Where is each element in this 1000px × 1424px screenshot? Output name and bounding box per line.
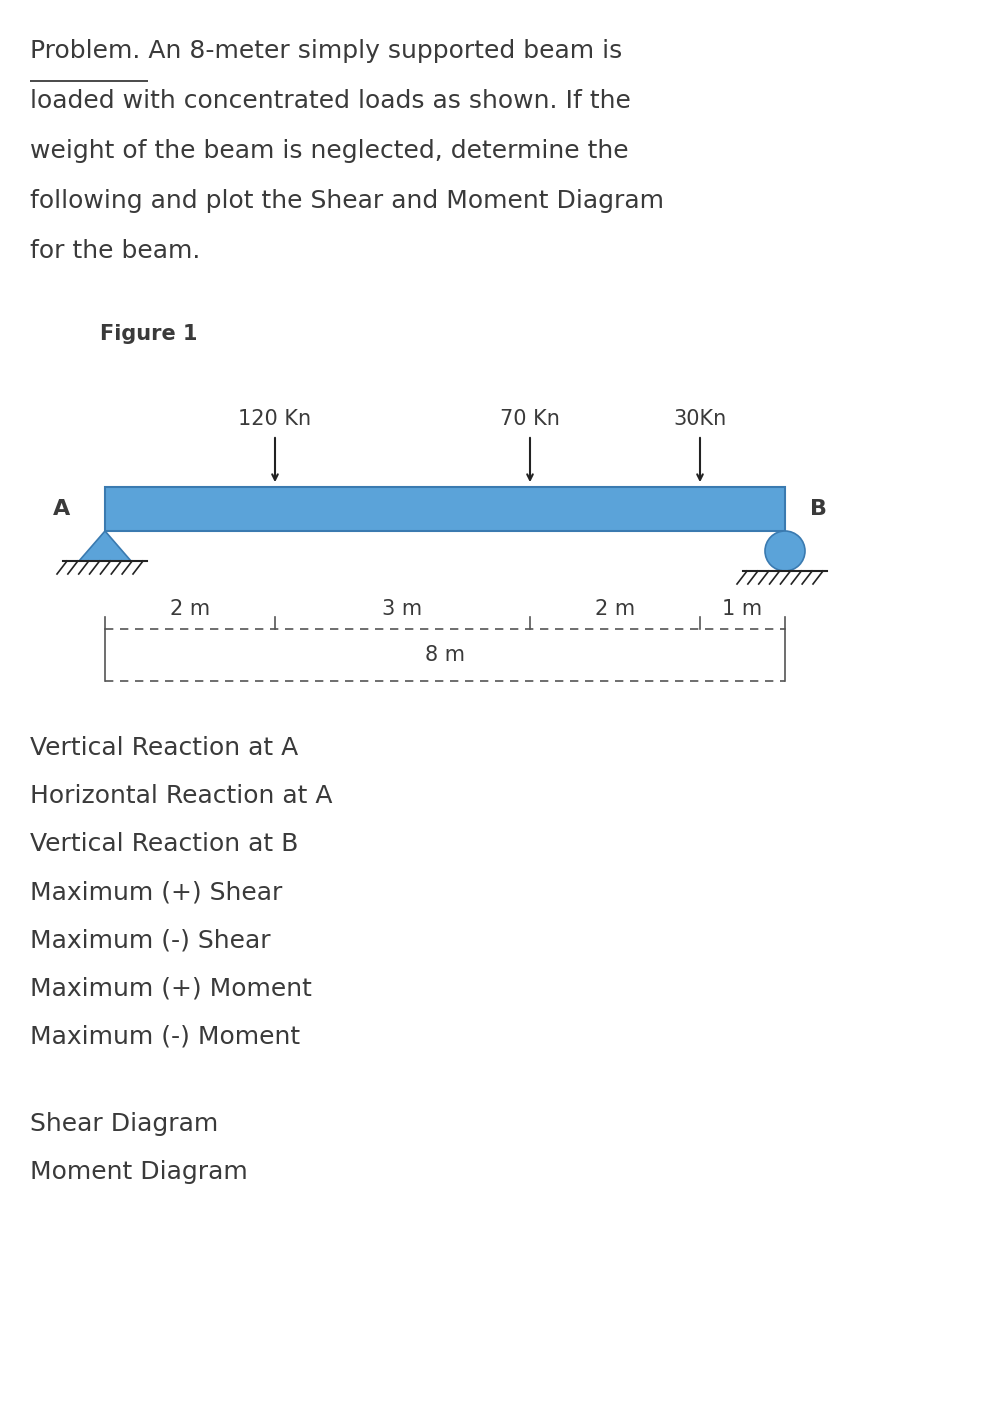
FancyBboxPatch shape [105,487,785,531]
Text: following and plot the Shear and Moment Diagram: following and plot the Shear and Moment … [30,189,664,214]
Text: Moment Diagram: Moment Diagram [30,1161,248,1183]
Polygon shape [79,531,131,561]
Text: 70 Kn: 70 Kn [500,409,560,429]
Text: Shear Diagram: Shear Diagram [30,1112,218,1136]
Text: 1 m: 1 m [722,600,763,619]
Text: 2 m: 2 m [595,600,635,619]
Text: Problem. An 8-meter simply supported beam is: Problem. An 8-meter simply supported bea… [30,38,622,63]
Text: 8 m: 8 m [425,645,465,665]
Text: Maximum (-) Shear: Maximum (-) Shear [30,928,271,953]
Text: loaded with concentrated loads as shown. If the: loaded with concentrated loads as shown.… [30,88,631,112]
Text: A: A [53,498,70,518]
Text: Maximum (+) Shear: Maximum (+) Shear [30,880,282,904]
Text: B: B [810,498,827,518]
Text: Maximum (-) Moment: Maximum (-) Moment [30,1024,300,1048]
Text: for the beam.: for the beam. [30,239,200,263]
Text: Vertical Reaction at A: Vertical Reaction at A [30,736,298,760]
Text: Maximum (+) Moment: Maximum (+) Moment [30,975,312,1000]
Text: 120 Kn: 120 Kn [238,409,312,429]
Text: Figure 1: Figure 1 [100,325,198,345]
Text: Vertical Reaction at B: Vertical Reaction at B [30,832,298,856]
Text: weight of the beam is neglected, determine the: weight of the beam is neglected, determi… [30,140,629,162]
Circle shape [765,531,805,571]
Text: 2 m: 2 m [170,600,210,619]
Text: 30Kn: 30Kn [673,409,727,429]
Text: Horizontal Reaction at A: Horizontal Reaction at A [30,785,332,807]
Text: 3 m: 3 m [382,600,423,619]
